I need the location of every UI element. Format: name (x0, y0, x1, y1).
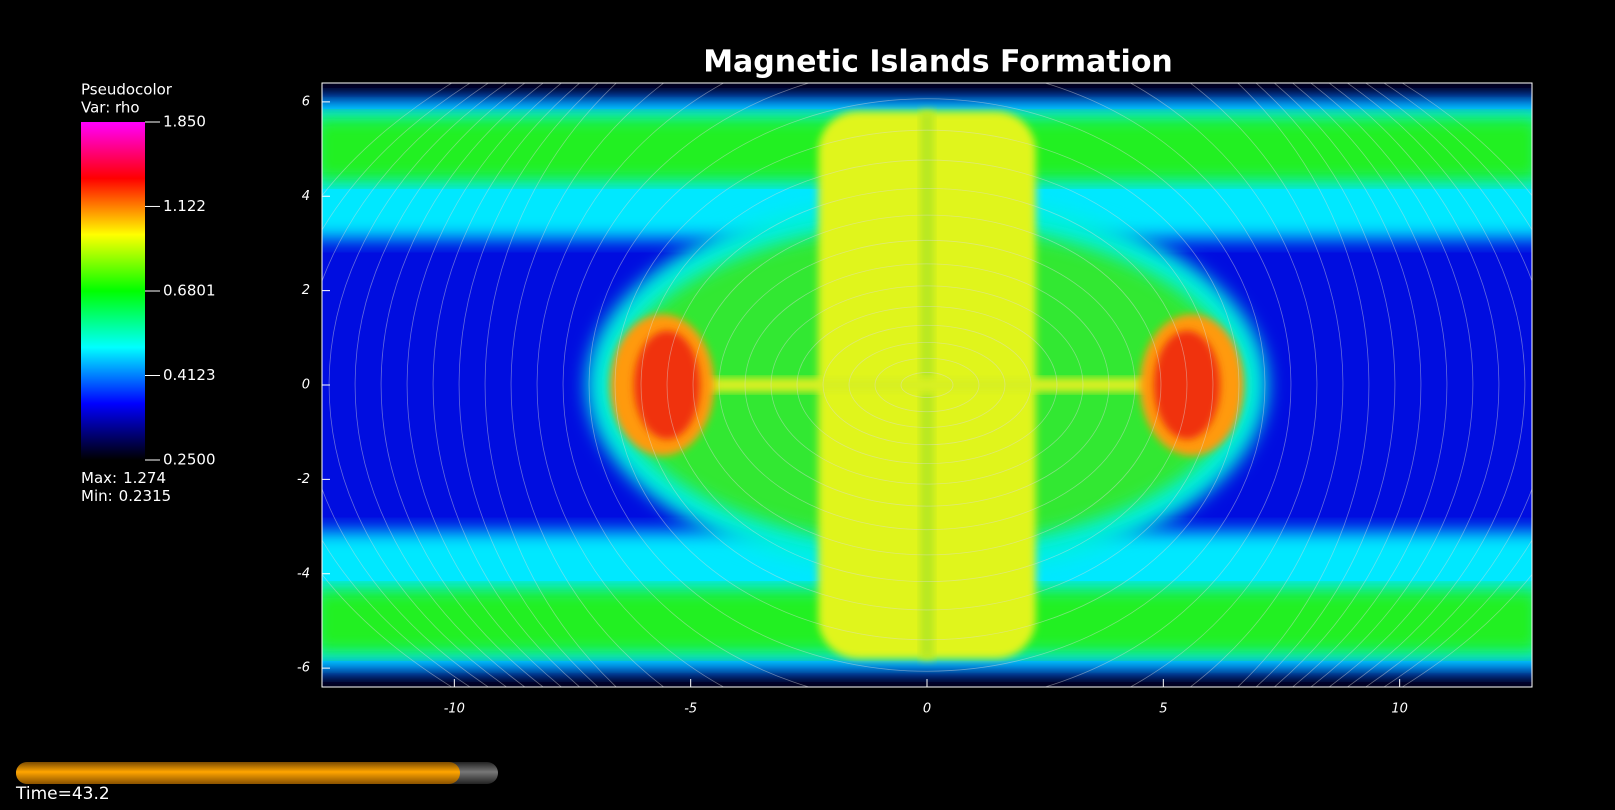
field-line (484, 83, 1370, 687)
field-line (666, 187, 1188, 583)
field-line (510, 83, 1344, 687)
x-tick-label: -5 (684, 702, 697, 717)
y-tick-label: -6 (297, 661, 310, 676)
field-line (718, 239, 1136, 531)
y-tick-label: 6 (302, 94, 310, 109)
field-line (744, 263, 1110, 507)
field-line (432, 83, 1422, 687)
legend-title: Pseudocolor (81, 81, 173, 99)
time-label: Time= (15, 784, 72, 804)
x-tick-label: -10 (444, 702, 465, 717)
y-tick-label: -2 (297, 472, 310, 487)
field-line (536, 83, 1318, 687)
field-line (614, 129, 1240, 641)
x-tick-label: 10 (1391, 702, 1408, 717)
magnetic-island (633, 330, 701, 440)
field-line (874, 357, 980, 413)
density-field (322, 83, 1532, 687)
field-line (562, 83, 1292, 687)
y-tick-label: 0 (302, 378, 310, 393)
field-line (770, 285, 1084, 485)
field-line (900, 372, 954, 398)
field-line (380, 83, 1474, 687)
colorbar-tick-label: 1.122 (163, 197, 206, 215)
field-line (822, 324, 1032, 446)
colorbar (81, 122, 145, 460)
x-tick-label: 0 (923, 702, 931, 717)
field-line (848, 342, 1006, 428)
magnetic-island (1153, 330, 1221, 440)
min-label: Min: (81, 487, 113, 505)
y-tick-label: -4 (297, 566, 310, 581)
field-line (406, 83, 1448, 687)
time-slider-progress (16, 762, 460, 784)
time-value: 43.2 (72, 784, 110, 804)
field-lines (322, 83, 1532, 687)
field-line (640, 159, 1214, 611)
x-tick-label: 5 (1159, 702, 1167, 717)
field-line (458, 83, 1396, 687)
colorbar-tick-label: 1.850 (163, 113, 206, 131)
field-line (692, 214, 1162, 556)
field-line (588, 98, 1266, 672)
colorbar-tick-label: 0.4123 (163, 366, 216, 384)
chart-title: Magnetic Islands Formation (703, 45, 1173, 80)
max-label: Max: (81, 469, 117, 487)
colorbar-tick-label: 0.2500 (163, 451, 216, 469)
field-line (354, 83, 1500, 687)
max-value: 1.274 (123, 469, 166, 487)
time-line: Time=43.2 (15, 784, 110, 804)
y-tick-label: 2 (302, 283, 310, 298)
min-value: 0.2315 (119, 487, 172, 505)
field-line (796, 305, 1058, 465)
max-line: Max: 1.274 (81, 469, 166, 487)
current-sheet (690, 377, 1164, 393)
colorbar-tick-label: 0.6801 (163, 281, 216, 299)
legend-variable: Var: rho (81, 99, 140, 117)
min-line: Min: 0.2315 (81, 487, 171, 505)
y-tick-label: 4 (302, 189, 310, 204)
